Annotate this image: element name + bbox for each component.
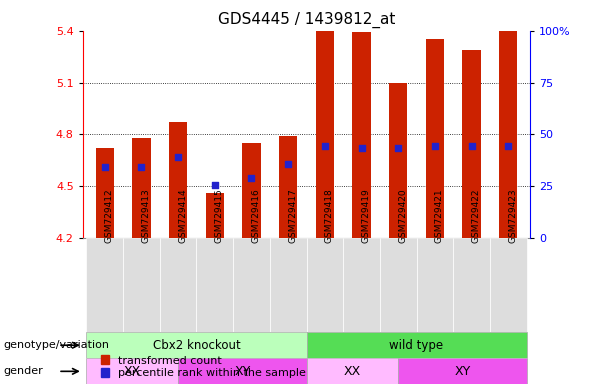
- Text: GSM729420: GSM729420: [398, 188, 407, 243]
- Bar: [160, 238, 196, 332]
- Legend: transformed count, percentile rank within the sample: transformed count, percentile rank withi…: [101, 356, 306, 379]
- Bar: [279, 136, 297, 238]
- Bar: [132, 138, 151, 238]
- Bar: [96, 148, 114, 238]
- Point: [210, 182, 219, 188]
- Bar: [169, 122, 188, 238]
- Text: gender: gender: [3, 366, 43, 376]
- Text: GSM729412: GSM729412: [105, 188, 114, 243]
- Bar: [499, 31, 517, 238]
- Bar: [270, 238, 306, 332]
- Point: [394, 145, 403, 151]
- Text: GSM729417: GSM729417: [288, 188, 297, 243]
- Point: [246, 175, 256, 181]
- Bar: [86, 358, 178, 384]
- Text: genotype/variation: genotype/variation: [3, 340, 109, 350]
- Text: XY: XY: [454, 365, 471, 378]
- Bar: [205, 193, 224, 238]
- Point: [100, 164, 110, 170]
- Point: [173, 154, 183, 160]
- Bar: [453, 238, 490, 332]
- Point: [357, 145, 367, 151]
- Point: [283, 161, 293, 167]
- Bar: [425, 40, 444, 238]
- Title: GDS4445 / 1439812_at: GDS4445 / 1439812_at: [218, 12, 395, 28]
- Bar: [389, 83, 408, 238]
- Text: GSM729418: GSM729418: [325, 188, 334, 243]
- Text: GSM729415: GSM729415: [215, 188, 224, 243]
- Bar: [316, 31, 334, 238]
- Point: [503, 143, 513, 149]
- Text: GSM729419: GSM729419: [362, 188, 370, 243]
- Bar: [490, 238, 527, 332]
- Bar: [242, 143, 261, 238]
- Bar: [380, 238, 417, 332]
- Text: XY: XY: [234, 365, 251, 378]
- Text: GSM729421: GSM729421: [435, 188, 444, 243]
- Text: GSM729413: GSM729413: [142, 188, 150, 243]
- Bar: [123, 238, 160, 332]
- Text: GSM729423: GSM729423: [508, 188, 517, 243]
- Text: GSM729416: GSM729416: [251, 188, 261, 243]
- Bar: [196, 238, 233, 332]
- Bar: [86, 238, 123, 332]
- Text: XX: XX: [344, 365, 361, 378]
- Text: Cbx2 knockout: Cbx2 knockout: [153, 339, 240, 352]
- Bar: [462, 50, 481, 238]
- Point: [137, 164, 147, 170]
- Bar: [398, 358, 527, 384]
- Bar: [233, 238, 270, 332]
- Bar: [343, 238, 380, 332]
- Bar: [417, 238, 453, 332]
- Bar: [306, 358, 398, 384]
- Bar: [306, 332, 527, 358]
- Bar: [352, 33, 371, 238]
- Point: [466, 143, 476, 149]
- Bar: [306, 238, 343, 332]
- Text: XX: XX: [124, 365, 141, 378]
- Text: GSM729422: GSM729422: [471, 188, 481, 243]
- Bar: [178, 358, 306, 384]
- Bar: [86, 332, 306, 358]
- Point: [320, 143, 330, 149]
- Text: GSM729414: GSM729414: [178, 188, 187, 243]
- Point: [430, 143, 440, 149]
- Text: wild type: wild type: [389, 339, 444, 352]
